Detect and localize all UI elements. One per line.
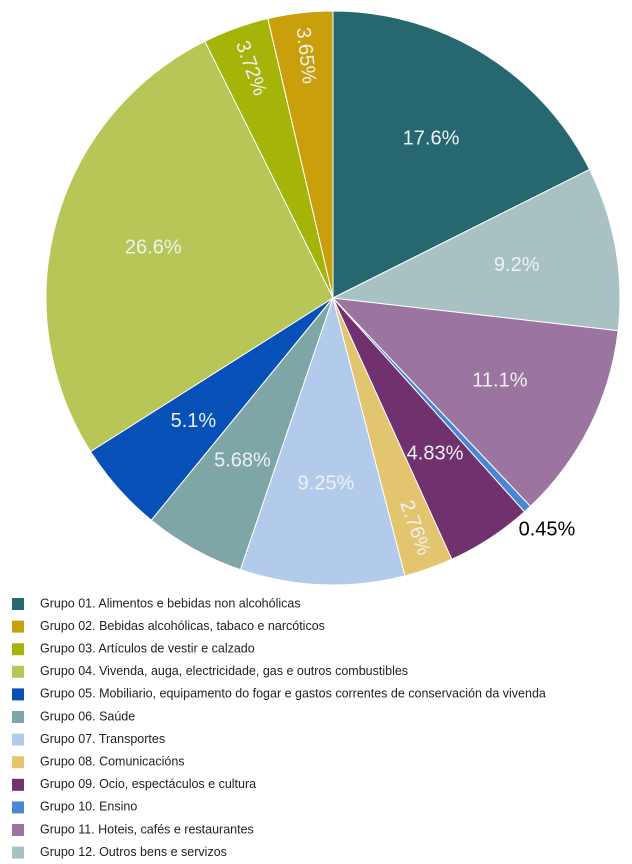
legend-label: Grupo 06. Saúde: [40, 709, 135, 723]
legend-label: Grupo 09. Ocio, espectáculos e cultura: [40, 777, 256, 791]
pie-slice: [331, 297, 619, 507]
slice-label: 9.25%: [298, 473, 355, 495]
slice-label: 26.6%: [125, 236, 182, 258]
slice-label: 5.1%: [171, 410, 217, 432]
legend-swatch: [12, 688, 24, 701]
legend-swatch: [12, 756, 24, 769]
legend-label: Grupo 01. Alimentos e bebidas non alcohó…: [40, 596, 301, 610]
legend-label: Grupo 11. Hoteis, cafés e restaurantes: [40, 822, 254, 836]
slice-label: 5.68%: [214, 449, 271, 471]
legend-swatch: [12, 824, 24, 836]
legend-swatch: [12, 846, 24, 859]
legend-label: Grupo 03. Artículos de vestir e calzado: [40, 641, 255, 655]
legend-swatch: [12, 598, 24, 610]
legend-swatch: [12, 778, 24, 791]
legend-label: Grupo 10. Ensino: [40, 800, 137, 814]
legend-swatch: [12, 643, 24, 656]
pie-slice: [45, 40, 334, 453]
legend-swatch: [12, 711, 24, 723]
legend-swatch: [12, 620, 24, 633]
slice-label: 11.1%: [472, 370, 527, 392]
legend-label: Grupo 08. Comunicacións: [40, 754, 185, 768]
legend-label: Grupo 04. Vivenda, auga, electricidade, …: [40, 664, 408, 678]
pie-slice: [239, 296, 406, 586]
pie-slice: [331, 168, 621, 332]
pie-slice: [332, 10, 591, 299]
legend-label: Grupo 02. Bebidas alcohólicas, tabaco e …: [40, 619, 325, 633]
slice-label: 9.2%: [494, 254, 540, 276]
legend-label: Grupo 05. Mobiliario, equipamento do fog…: [40, 687, 546, 701]
legend-swatch: [12, 801, 24, 814]
legend-swatch: [12, 733, 24, 746]
slice-label: 0.45%: [519, 518, 576, 540]
legend-label: Grupo 12. Outros bens e servizos: [40, 845, 227, 859]
slice-label: 17.6%: [403, 128, 460, 150]
legend-label: Grupo 07. Transportes: [40, 732, 165, 746]
slice-label: 4.83%: [407, 442, 464, 464]
legend-swatch: [12, 665, 24, 678]
